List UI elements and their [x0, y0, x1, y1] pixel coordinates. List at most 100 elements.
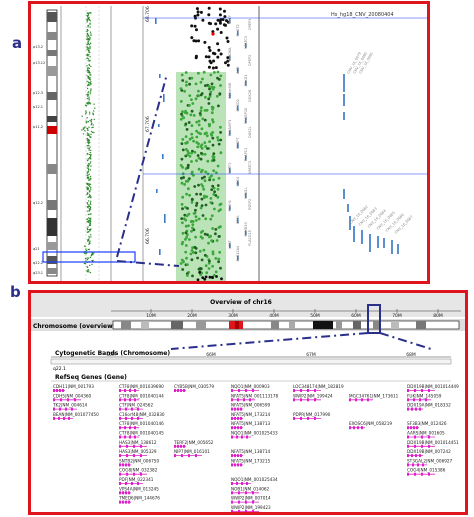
- gene-entry[interactable]: HAS3|NM_005329: [119, 449, 157, 458]
- exon-mark: [419, 407, 421, 411]
- gene-name: NIP7|NM_016101: [174, 449, 210, 454]
- gene-entry[interactable]: PDPR|NM_017990: [293, 412, 331, 420]
- gene-entry[interactable]: NQO1|NM_000903: [231, 384, 270, 392]
- gene-entry[interactable]: CTF8|NM_001040145: [119, 431, 164, 439]
- probe-dot: [87, 177, 89, 180]
- probe-dot: [87, 257, 90, 259]
- gene-entry[interactable]: AARS|NM_001605: [407, 431, 445, 439]
- gene-entry[interactable]: NFAT5|NM_173214: [231, 412, 270, 420]
- gene-entry[interactable]: PDF|NM_022341: [119, 477, 154, 485]
- gene-entry[interactable]: CYB5B|NM_030579: [174, 384, 214, 392]
- probe-dot-normal: [216, 27, 220, 31]
- ideogram-chr16[interactable]: [46, 9, 58, 277]
- gene-entry[interactable]: SF3B3|NM_012426: [407, 421, 447, 430]
- probe-dot: [87, 26, 89, 28]
- gene-entry[interactable]: NFAT5|NM_138714: [231, 449, 270, 458]
- probe-dot-cnv: [192, 114, 196, 117]
- gene-entry[interactable]: CTF|NM_024562: [119, 403, 153, 411]
- probe-dot-cnv: [214, 257, 218, 260]
- probe-dot-cnv: [180, 203, 184, 206]
- gene-entry[interactable]: ST3GAL2|NM_006927: [407, 458, 453, 467]
- gene-entry[interactable]: CDH5|NM_004360: [53, 393, 92, 402]
- probe-dot: [88, 204, 90, 206]
- probe-dot-cnv: [181, 268, 185, 271]
- gene-entry[interactable]: DDX19B|NM_001014449: [407, 384, 459, 392]
- probe-dot: [86, 221, 88, 223]
- ideogram-band: [47, 164, 57, 174]
- probe-dot: [87, 228, 89, 231]
- exon-mark: [237, 398, 239, 402]
- exon-mark: [421, 444, 423, 448]
- gene-entry[interactable]: NIP7|NM_016101: [174, 449, 210, 458]
- cytoband-bar[interactable]: [50, 358, 452, 365]
- gene-name: DDX19B|NM_001014449: [407, 384, 459, 389]
- exon-mark: [428, 389, 430, 392]
- gene-entry[interactable]: HAS3|NM_138612: [119, 440, 157, 448]
- gene-entry[interactable]: SNTB2|NM_006750: [119, 458, 159, 467]
- gene-entry[interactable]: WWP2|NM_199423: [231, 505, 271, 512]
- gene-label: ENKD1: [244, 74, 248, 86]
- gene-entry[interactable]: MGC34761|NM_173611: [349, 393, 399, 402]
- gene-entry[interactable]: CTF8|NM_001039690: [119, 384, 164, 392]
- probe-dot: [85, 111, 87, 114]
- probe-dot-cnv: [188, 238, 191, 241]
- gene-entry[interactable]: VPS4A|NM_013245: [119, 486, 159, 495]
- probe-dot: [88, 163, 90, 165]
- gene-entry[interactable]: BEAN|NM_001077450: [53, 412, 99, 420]
- gene-label: DDX28: [248, 90, 252, 102]
- probe-dot: [87, 40, 89, 43]
- gene-entry[interactable]: NQO1|NM_001025433: [231, 431, 278, 439]
- probe-dot: [89, 183, 92, 185]
- gene-entry[interactable]: NFAT5|NM_138713: [231, 421, 270, 430]
- gene-entry[interactable]: NQO1|NM_001025434: [231, 477, 278, 485]
- gene-entry[interactable]: TK2|NM_004614: [52, 403, 88, 411]
- gene-entry[interactable]: EXOSC6|NM_058219: [349, 421, 392, 430]
- probe-dot: [89, 42, 92, 44]
- gene-entry[interactable]: NOB1|NM_014062: [231, 486, 270, 495]
- region-selection-box[interactable]: [42, 251, 136, 263]
- gene-bar: [156, 189, 158, 193]
- probe-dot-cnv: [190, 258, 194, 262]
- probe-dot: [88, 64, 91, 67]
- gene-entry[interactable]: C16orf48|NM_032830: [119, 412, 165, 420]
- gene-entry[interactable]: DDX19A|NM_018332: [407, 403, 451, 411]
- probe-dot-cnv: [211, 156, 215, 160]
- exon-mark: [128, 500, 130, 504]
- gene-entry[interactable]: COG4|NM_015386: [407, 468, 446, 476]
- gene-entry[interactable]: TMED6|NM_144676: [118, 496, 160, 504]
- probe-dot: [86, 172, 88, 174]
- gene-entry[interactable]: FUK|NM_145059: [407, 393, 442, 402]
- probe-dot-cnv: [203, 175, 206, 179]
- probe-dot-cnv: [208, 178, 212, 182]
- probe-dot-cnv: [219, 266, 222, 270]
- exon-mark: [133, 444, 135, 448]
- gene-entry[interactable]: COG8|NM_032382: [119, 468, 158, 476]
- probe-dot-normal: [212, 59, 216, 63]
- probe-dot-cnv: [190, 170, 194, 174]
- gene-label: RANBP10: [244, 108, 248, 124]
- gene-entry[interactable]: WWP2|NM_199424: [293, 393, 333, 402]
- probe-dot-cnv: [184, 218, 188, 222]
- gene-entry[interactable]: DDX19B|NM_007242: [407, 449, 451, 458]
- probe-dot-normal: [208, 49, 212, 52]
- zoom-connector-top: [116, 73, 168, 258]
- probe-dot-cnv: [180, 142, 184, 146]
- overview-band: [271, 321, 279, 329]
- gene-entry[interactable]: NFAT5|NM_173215: [231, 458, 270, 467]
- overview-region-selector[interactable]: [367, 304, 381, 334]
- gene-entry[interactable]: CDH11|NM_001793: [53, 384, 94, 392]
- gene-entry[interactable]: NFAT5|NM_006599: [231, 403, 270, 411]
- probe-dot-cnv: [211, 264, 215, 268]
- probe-dot: [88, 191, 91, 193]
- chromosome-overview-ideogram[interactable]: [112, 320, 460, 330]
- gene-entry[interactable]: DDX19B|NM_001014451: [407, 440, 459, 448]
- gene-entry[interactable]: WWP2|NM_007014: [231, 496, 271, 504]
- gene-entry[interactable]: NFAT5|NM_001113178: [231, 393, 278, 402]
- probe-dot-cnv: [206, 147, 209, 150]
- exon-mark: [131, 482, 133, 485]
- gene-entry[interactable]: TERF2|NM_005652: [173, 440, 214, 448]
- probe-dot: [82, 127, 85, 129]
- gene-entry[interactable]: LOC348174|NM_182819: [293, 384, 344, 392]
- gene-entry[interactable]: CTF8|NM_001040146: [119, 421, 164, 430]
- gene-entry[interactable]: CTF8|NM_001040144: [119, 393, 164, 402]
